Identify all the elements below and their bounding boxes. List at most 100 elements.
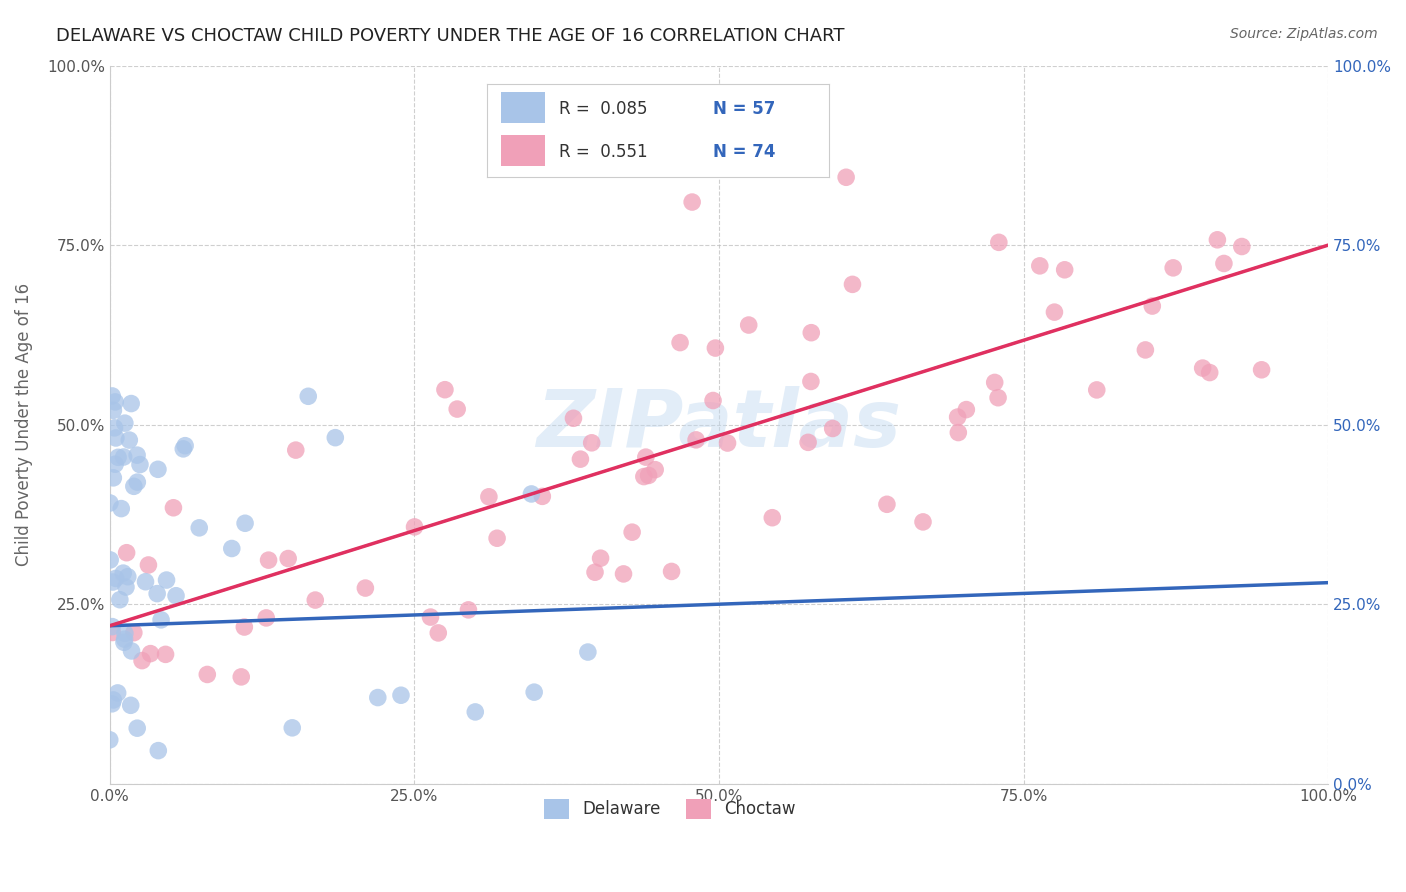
Point [1043, 305, 1066, 319]
Point [531, 489, 554, 503]
Point [1085, 383, 1108, 397]
Point [281, 721, 304, 735]
Point [101, 574, 124, 589]
Point [127, 721, 149, 735]
Point [354, 581, 377, 595]
Point [254, 611, 277, 625]
Point [277, 551, 299, 566]
Point [569, 452, 592, 467]
Point [114, 416, 136, 430]
Point [122, 625, 145, 640]
Point [127, 475, 149, 489]
Point [103, 471, 125, 485]
Point [112, 566, 135, 581]
Point [427, 626, 450, 640]
Point [704, 341, 727, 355]
Point [669, 335, 692, 350]
Point [716, 436, 738, 450]
Point [98, 496, 121, 510]
Point [389, 688, 412, 702]
Point [103, 421, 125, 435]
Point [1135, 343, 1157, 357]
Point [188, 521, 211, 535]
Y-axis label: Child Poverty Under the Age of 16: Child Poverty Under the Age of 16 [15, 283, 32, 566]
Point [98, 732, 121, 747]
Point [304, 593, 326, 607]
Point [297, 389, 319, 403]
Point [419, 610, 441, 624]
Point [257, 553, 280, 567]
Point [983, 376, 1005, 390]
Point [761, 510, 783, 524]
Point [129, 458, 152, 472]
Point [112, 450, 135, 464]
Point [139, 647, 162, 661]
Point [323, 431, 346, 445]
Point [531, 152, 554, 166]
Point [637, 468, 659, 483]
Point [1029, 259, 1052, 273]
Point [589, 551, 612, 566]
Point [987, 235, 1010, 250]
Point [478, 490, 501, 504]
Point [195, 667, 218, 681]
Point [841, 277, 863, 292]
Point [101, 389, 124, 403]
Point [101, 620, 124, 634]
Point [1230, 239, 1253, 253]
Point [800, 326, 823, 340]
Point [114, 626, 136, 640]
Point [115, 546, 138, 560]
Point [1198, 366, 1220, 380]
Point [955, 402, 977, 417]
Text: DELAWARE VS CHOCTAW CHILD POVERTY UNDER THE AGE OF 16 CORRELATION CHART: DELAWARE VS CHOCTAW CHILD POVERTY UNDER … [56, 27, 845, 45]
Point [835, 170, 858, 185]
Point [121, 644, 143, 658]
Point [520, 487, 543, 501]
Point [117, 570, 139, 584]
Point [107, 450, 129, 465]
Point [146, 462, 169, 476]
Point [122, 479, 145, 493]
Point [685, 433, 707, 447]
Point [165, 589, 187, 603]
Point [681, 195, 703, 210]
Point [148, 744, 170, 758]
Point [103, 403, 125, 417]
Point [233, 620, 256, 634]
Point [155, 648, 177, 662]
Point [103, 693, 125, 707]
Point [112, 635, 135, 649]
Point [120, 698, 142, 713]
Point [104, 457, 127, 471]
Point [174, 439, 197, 453]
Point [131, 654, 153, 668]
Point [1142, 299, 1164, 313]
Point [457, 603, 479, 617]
Text: Source: ZipAtlas.com: Source: ZipAtlas.com [1230, 27, 1378, 41]
Point [1213, 256, 1236, 270]
Point [138, 558, 160, 572]
Point [433, 383, 456, 397]
Point [946, 410, 969, 425]
Point [118, 433, 141, 447]
Point [110, 501, 132, 516]
Point [821, 421, 844, 435]
Point [120, 396, 142, 410]
Point [446, 402, 468, 417]
Point [876, 497, 898, 511]
Point [155, 573, 177, 587]
Point [107, 686, 129, 700]
Point [633, 469, 655, 483]
Point [523, 685, 546, 699]
Point [576, 645, 599, 659]
Point [797, 435, 820, 450]
Point [612, 566, 634, 581]
Point [581, 435, 603, 450]
Text: ZIPatlas: ZIPatlas [537, 385, 901, 464]
Point [104, 571, 127, 585]
Point [104, 431, 127, 445]
Point [1250, 363, 1272, 377]
Point [221, 541, 243, 556]
Point [101, 697, 124, 711]
